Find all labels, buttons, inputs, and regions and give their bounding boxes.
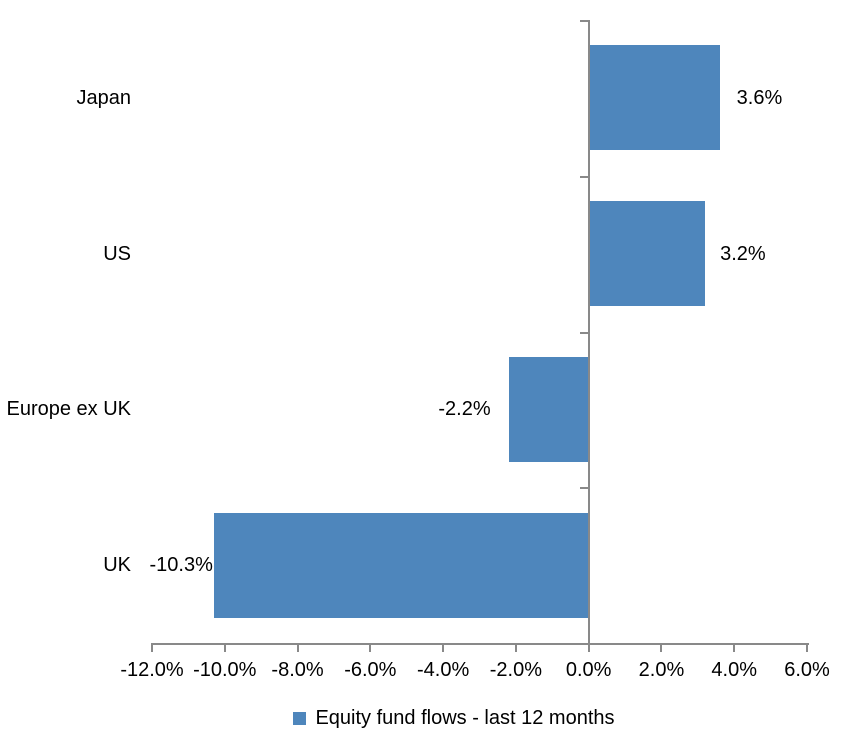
x-axis-tick xyxy=(733,643,736,652)
legend-label: Equity fund flows - last 12 months xyxy=(315,707,615,729)
x-tick-label: 4.0% xyxy=(711,659,758,681)
category-label: UK xyxy=(103,554,131,577)
x-tick-label: 0.0% xyxy=(565,659,612,681)
category-axis-tick xyxy=(579,487,589,490)
x-tick-label: -4.0% xyxy=(416,659,470,681)
bar-value-label: 3.6% xyxy=(736,86,783,109)
legend: Equity fund flows - last 12 months xyxy=(0,703,852,733)
chart-bar xyxy=(588,201,706,307)
x-axis-tick xyxy=(223,643,226,652)
x-tick-label: 6.0% xyxy=(784,659,830,681)
zero-axis-line xyxy=(587,20,590,643)
x-axis-line xyxy=(152,643,809,645)
x-tick-label: -12.0% xyxy=(120,659,184,681)
plot-area: 3.6% Japan 3.2% US -2.2% Europe ex UK -10.3% UK… xyxy=(6,20,830,681)
x-axis-tick xyxy=(587,643,590,652)
x-tick-label: -2.0% xyxy=(489,659,542,681)
x-axis-tick xyxy=(660,643,663,652)
legend-marker-icon xyxy=(293,711,307,725)
category-label: Japan xyxy=(76,86,132,109)
x-axis-tick xyxy=(369,643,372,652)
x-axis-tick xyxy=(296,643,299,652)
category-axis-tick xyxy=(579,20,589,22)
x-axis-tick xyxy=(442,643,445,652)
x-tick-label: -6.0% xyxy=(344,659,397,681)
category-axis-tick xyxy=(579,331,589,334)
x-axis-tick xyxy=(514,643,517,652)
chart-bar xyxy=(508,356,589,462)
bar-value-label: -10.3% xyxy=(149,554,213,577)
chart-bar xyxy=(588,45,720,151)
x-tick-label: 2.0% xyxy=(638,659,685,681)
x-axis-tick xyxy=(151,643,153,652)
category-label: US xyxy=(103,242,131,265)
x-axis-tick xyxy=(806,643,808,652)
bar-value-label: 3.2% xyxy=(720,242,766,265)
category-axis-tick xyxy=(579,175,589,178)
x-tick-label: -8.0% xyxy=(271,659,324,681)
chart-bar xyxy=(213,512,589,618)
x-tick-label: -10.0% xyxy=(193,659,257,681)
bar-value-label: -2.2% xyxy=(438,398,491,421)
category-label: Europe ex UK xyxy=(6,398,131,421)
